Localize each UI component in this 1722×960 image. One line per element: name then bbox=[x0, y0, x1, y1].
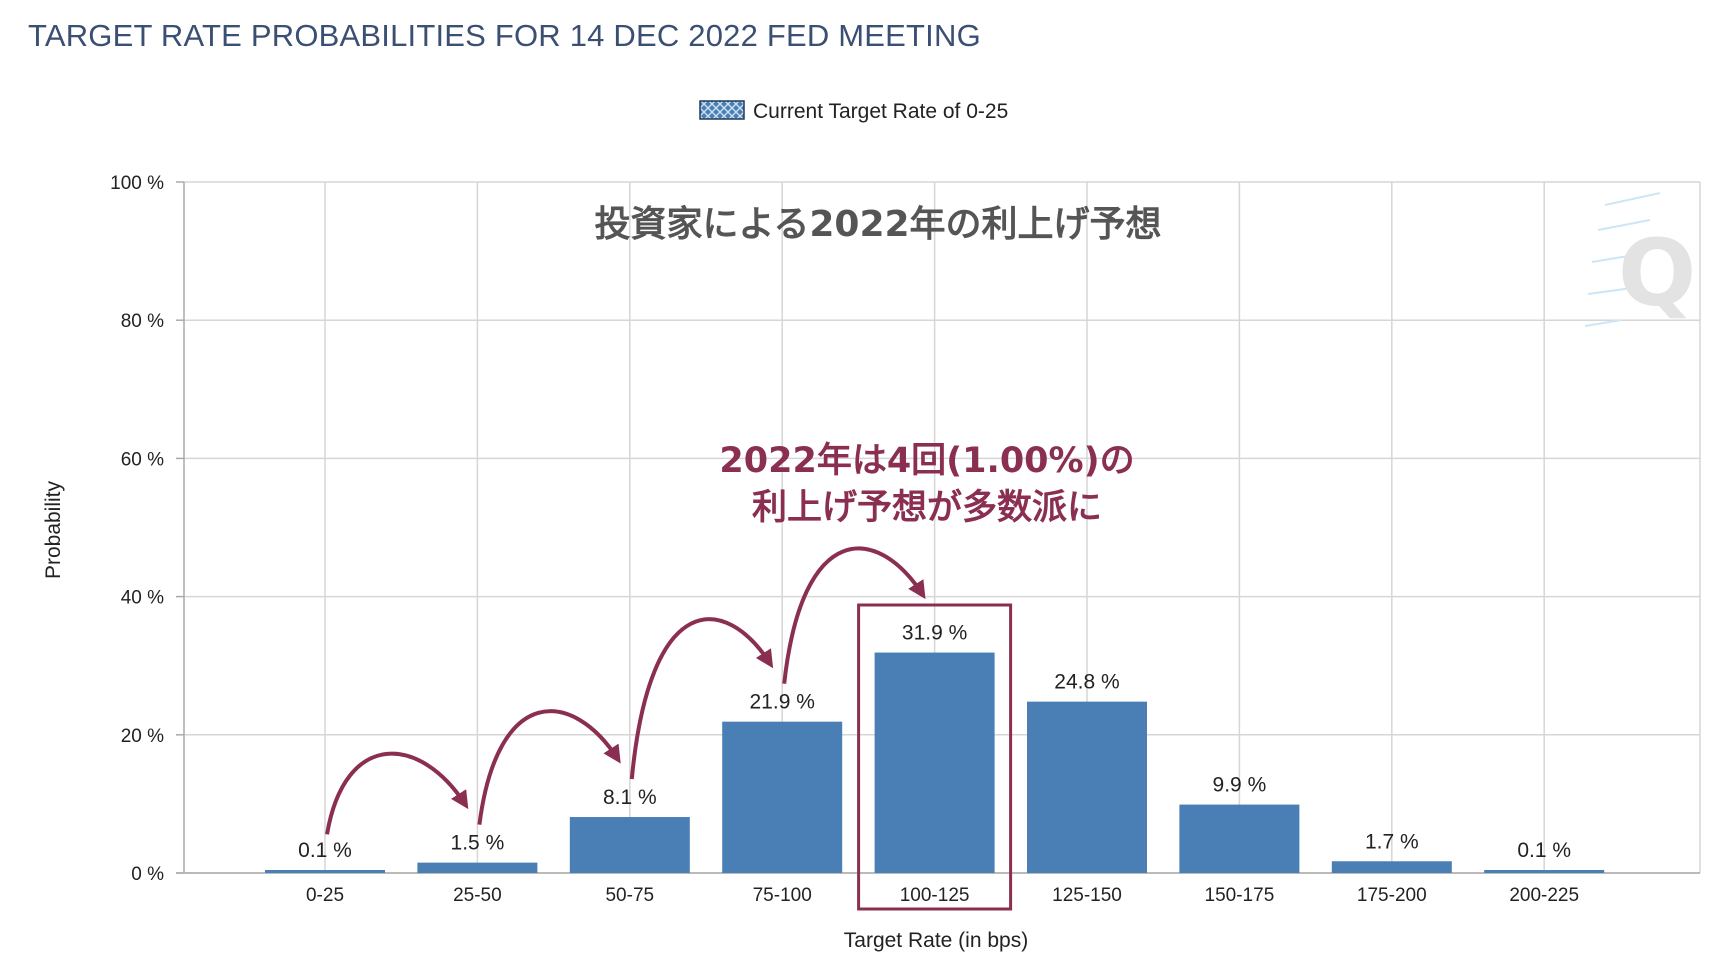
x-tick-label-50-75: 50-75 bbox=[605, 885, 654, 906]
data-label-75-100: 21.9 % bbox=[750, 691, 815, 714]
highlight-box bbox=[857, 603, 1013, 911]
data-label-150-175: 9.9 % bbox=[1213, 774, 1267, 797]
y-tick-label: 60 % bbox=[121, 449, 164, 470]
data-label-200-225: 0.1 % bbox=[1517, 839, 1571, 862]
data-label-100-125: 31.9 % bbox=[902, 622, 967, 645]
q-logo-watermark: Q bbox=[1584, 192, 1696, 327]
x-tick-label-75-100: 75-100 bbox=[753, 885, 812, 906]
x-axis-ticks: 0-25 25-50 50-75 75-100 100-125 125-150 150-17… bbox=[306, 885, 1579, 906]
data-label-125-150: 24.8 % bbox=[1054, 671, 1119, 694]
annotation-line-1: 2022年は4回(1.00%)の bbox=[719, 441, 1134, 481]
x-tick-label-125-150: 125-150 bbox=[1052, 885, 1122, 906]
x-tick-label-0-25: 0-25 bbox=[306, 885, 344, 906]
bar-175-200 bbox=[1331, 861, 1452, 873]
y-axis-title: Probability bbox=[42, 480, 65, 579]
page-title: TARGET RATE PROBABILITIES FOR 14 DEC 202… bbox=[28, 18, 981, 53]
bar-100-125 bbox=[874, 652, 995, 873]
bar-125-150 bbox=[1027, 701, 1147, 873]
x-tick-label-25-50: 25-50 bbox=[453, 885, 502, 906]
data-label-0-25: 0.1 % bbox=[298, 839, 352, 862]
step-arrow-3 bbox=[629, 617, 774, 780]
y-axis-ticks: 0 % 20 % 40 % 60 % 80 % 100 % bbox=[110, 173, 184, 885]
y-tick-label: 100 % bbox=[110, 173, 164, 194]
legend-swatch bbox=[699, 100, 745, 120]
q-logo-letter: Q bbox=[1618, 220, 1696, 327]
data-label-50-75: 8.1 % bbox=[603, 786, 657, 809]
data-label-175-200: 1.7 % bbox=[1365, 830, 1419, 853]
step-arrows bbox=[325, 546, 926, 835]
data-labels: 0.1 % 1.5 % 8.1 % 21.9 % 31.9 % 24.8 % 9.9 % 1.… bbox=[298, 622, 1571, 862]
y-tick-label: 80 % bbox=[121, 311, 164, 332]
x-tick-label-200-225: 200-225 bbox=[1509, 885, 1579, 906]
bar-25-50 bbox=[417, 862, 538, 873]
x-axis-title: Target Rate (in bps) bbox=[844, 929, 1028, 952]
x-tick-label-175-200: 175-200 bbox=[1357, 885, 1427, 906]
bar-75-100 bbox=[722, 721, 843, 873]
bars bbox=[265, 652, 1605, 873]
y-tick-label: 0 % bbox=[131, 864, 164, 885]
step-arrow-1 bbox=[325, 751, 469, 835]
step-arrow-4 bbox=[782, 546, 926, 684]
bar-200-225 bbox=[1484, 870, 1605, 873]
annotation-line-2: 利上げ予想が多数派に bbox=[752, 488, 1102, 528]
legend: Current Target Rate of 0-25 bbox=[699, 100, 1008, 123]
legend-label: Current Target Rate of 0-25 bbox=[753, 100, 1008, 123]
step-arrow-2 bbox=[477, 709, 621, 825]
y-tick-label: 40 % bbox=[121, 588, 164, 609]
data-label-25-50: 1.5 % bbox=[451, 832, 505, 855]
overlay-title: 投資家による2022年の利上げ予想 bbox=[594, 204, 1161, 245]
bar-0-25 bbox=[265, 870, 385, 873]
bar-150-175 bbox=[1179, 804, 1300, 873]
bar-50-75 bbox=[569, 817, 690, 873]
x-tick-label-100-125: 100-125 bbox=[900, 885, 970, 906]
y-tick-label: 20 % bbox=[121, 726, 164, 747]
x-tick-label-150-175: 150-175 bbox=[1205, 885, 1275, 906]
